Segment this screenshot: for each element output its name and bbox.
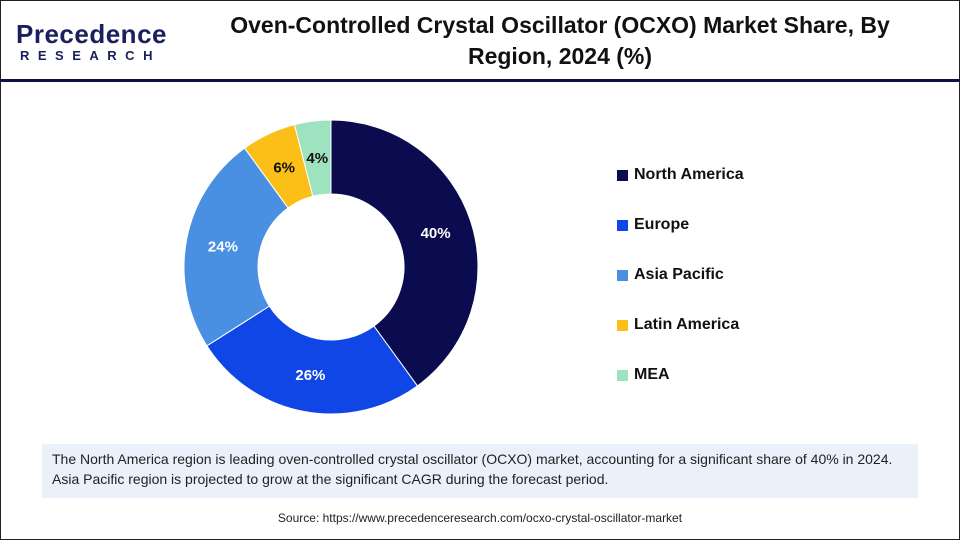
legend-label: Europe bbox=[634, 216, 690, 233]
legend-item: MEA bbox=[617, 350, 744, 400]
slice-mea bbox=[293, 119, 332, 197]
legend-item: Latin America bbox=[617, 300, 744, 350]
source-text: Source: https://www.precedenceresearch.c… bbox=[277, 511, 683, 525]
legend-swatch bbox=[617, 219, 628, 231]
data-label: 26% bbox=[295, 367, 325, 384]
legend-swatch bbox=[617, 319, 628, 331]
data-label: 40% bbox=[421, 225, 451, 242]
legend: North America Europe Asia Pacific Latin Ame… bbox=[617, 150, 744, 400]
legend-swatch bbox=[617, 369, 628, 381]
slice-north-america bbox=[330, 119, 479, 387]
summary-note: The North America region is leading oven… bbox=[42, 444, 918, 498]
legend-swatch bbox=[617, 269, 628, 281]
legend-label: Asia Pacific bbox=[634, 266, 724, 283]
legend-item: North America bbox=[617, 150, 744, 200]
legend-label: North America bbox=[634, 166, 744, 183]
slice-europe bbox=[206, 305, 419, 415]
chart-title: Oven-Controlled Crystal Oscillator (OCXO… bbox=[230, 12, 890, 69]
legend-swatch bbox=[617, 169, 628, 181]
legend-item: Asia Pacific bbox=[617, 250, 744, 300]
data-label: 4% bbox=[306, 150, 328, 167]
legend-label: MEA bbox=[634, 366, 670, 383]
logo-line2: RESEARCH bbox=[20, 48, 161, 63]
logo: Precedence RESEARCH bbox=[16, 20, 166, 64]
logo-line1: Precedence bbox=[16, 19, 167, 49]
slice-asia-pacific bbox=[183, 147, 289, 347]
header-divider bbox=[0, 79, 960, 82]
data-label: 6% bbox=[273, 159, 295, 176]
data-label: 24% bbox=[208, 238, 238, 255]
legend-label: Latin America bbox=[634, 316, 740, 333]
legend-item: Europe bbox=[617, 200, 744, 250]
